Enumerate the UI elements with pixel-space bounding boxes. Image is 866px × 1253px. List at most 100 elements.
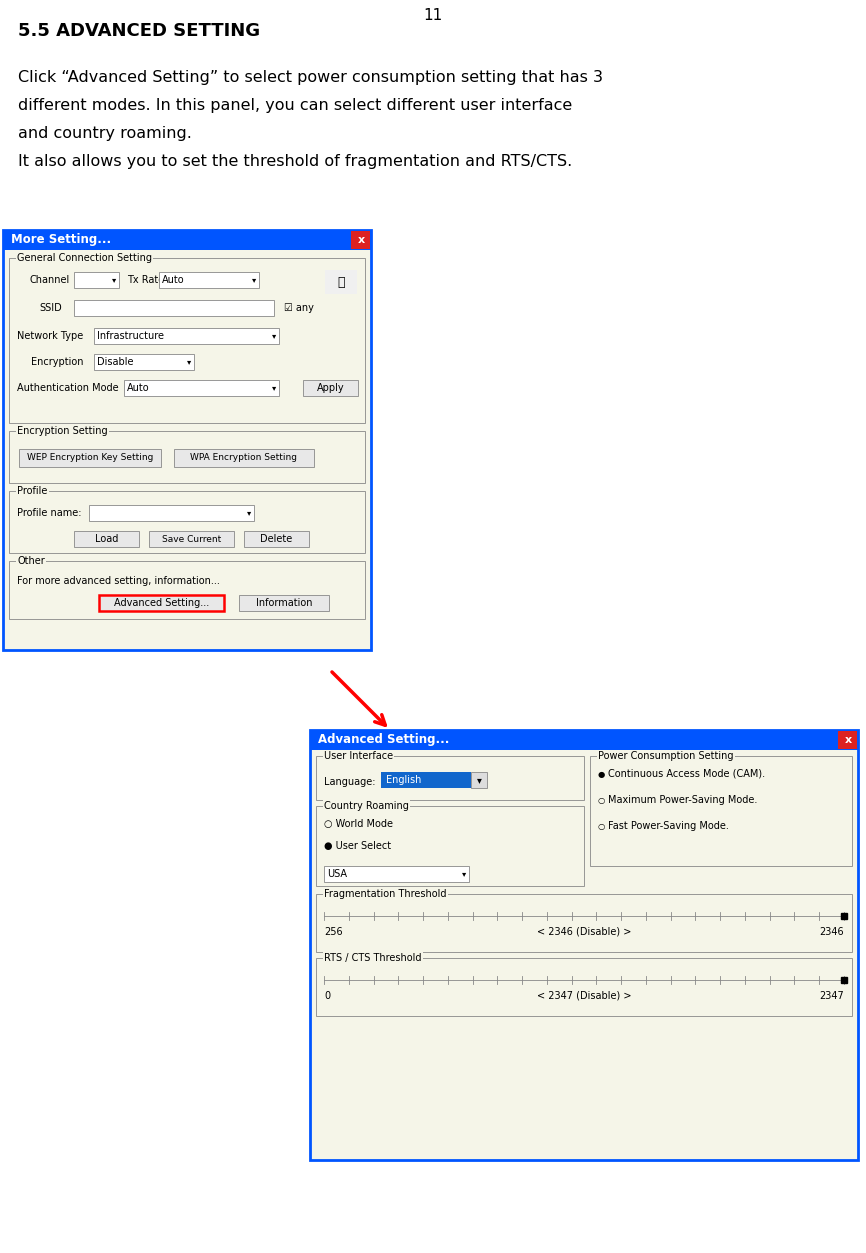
Text: Encryption Setting: Encryption Setting: [17, 426, 107, 436]
Bar: [9, 561, 365, 619]
Text: ▾: ▾: [187, 357, 191, 366]
Text: and country roaming.: and country roaming.: [18, 127, 192, 142]
Text: x: x: [844, 736, 851, 746]
Text: Advanced Setting...: Advanced Setting...: [318, 733, 449, 747]
Text: For more advanced setting, information...: For more advanced setting, information..…: [17, 576, 220, 586]
Text: Advanced Setting...: Advanced Setting...: [113, 598, 209, 608]
Bar: [239, 595, 329, 611]
Text: Continuous Access Mode (CAM).: Continuous Access Mode (CAM).: [608, 769, 766, 779]
Bar: [124, 380, 279, 396]
Text: < 2346 (Disable) >: < 2346 (Disable) >: [537, 927, 631, 937]
Text: 5.5 ADVANCED SETTING: 5.5 ADVANCED SETTING: [18, 23, 260, 40]
Bar: [89, 505, 254, 521]
Text: Other: Other: [17, 556, 45, 566]
Bar: [471, 772, 487, 788]
Text: User Interface: User Interface: [324, 751, 393, 761]
Bar: [94, 355, 194, 370]
Bar: [149, 531, 234, 548]
Bar: [316, 893, 852, 952]
Bar: [303, 380, 358, 396]
Text: Profile name:: Profile name:: [17, 507, 81, 517]
Text: x: x: [358, 236, 365, 246]
Text: Save Current: Save Current: [162, 535, 221, 544]
Text: Load: Load: [94, 534, 118, 544]
Text: ▾: ▾: [247, 509, 251, 517]
Bar: [9, 431, 365, 482]
Text: WEP Encryption Key Setting: WEP Encryption Key Setting: [27, 454, 153, 462]
Text: 2346: 2346: [819, 927, 844, 937]
Bar: [381, 772, 471, 788]
Text: ▾: ▾: [272, 383, 276, 392]
Text: < 2347 (Disable) >: < 2347 (Disable) >: [537, 991, 631, 1001]
Text: ▾: ▾: [476, 776, 481, 784]
Text: 11: 11: [423, 8, 443, 23]
Text: SSID: SSID: [39, 303, 61, 313]
Text: 2347: 2347: [819, 991, 844, 1001]
Text: More Setting...: More Setting...: [11, 233, 111, 247]
Bar: [159, 272, 259, 288]
Bar: [325, 269, 357, 294]
Text: General Connection Setting: General Connection Setting: [17, 253, 152, 263]
Text: ▾: ▾: [112, 276, 116, 284]
Text: It also allows you to set the threshold of fragmentation and RTS/CTS.: It also allows you to set the threshold …: [18, 154, 572, 169]
Text: WPA Encryption Setting: WPA Encryption Setting: [191, 454, 298, 462]
Bar: [590, 756, 852, 866]
Text: ○ World Mode: ○ World Mode: [324, 819, 393, 829]
Text: Tx Rate: Tx Rate: [127, 274, 165, 284]
Text: Country Roaming: Country Roaming: [324, 801, 409, 811]
Text: ▾: ▾: [252, 276, 256, 284]
Text: 📶: 📶: [337, 276, 345, 288]
Bar: [324, 866, 469, 882]
Text: Encryption: Encryption: [31, 357, 83, 367]
Text: Infrastructure: Infrastructure: [97, 331, 164, 341]
Bar: [3, 231, 371, 251]
Bar: [174, 449, 314, 467]
Bar: [244, 531, 309, 548]
Text: 256: 256: [324, 927, 343, 937]
Text: ●: ●: [598, 769, 605, 778]
Text: Maximum Power-Saving Mode.: Maximum Power-Saving Mode.: [608, 794, 758, 804]
Bar: [99, 595, 224, 611]
Text: RTS / CTS Threshold: RTS / CTS Threshold: [324, 954, 422, 964]
Bar: [316, 806, 584, 886]
Bar: [74, 299, 274, 316]
Bar: [838, 730, 857, 749]
Text: Fast Power-Saving Mode.: Fast Power-Saving Mode.: [608, 821, 729, 831]
Text: Information: Information: [255, 598, 313, 608]
Text: ○: ○: [598, 796, 605, 804]
Text: Authentication Mode: Authentication Mode: [17, 383, 119, 393]
Text: 0: 0: [324, 991, 330, 1001]
Text: Auto: Auto: [127, 383, 150, 393]
Text: Disable: Disable: [97, 357, 133, 367]
Bar: [74, 531, 139, 548]
Text: Click “Advanced Setting” to select power consumption setting that has 3: Click “Advanced Setting” to select power…: [18, 70, 603, 85]
Text: Fragmentation Threshold: Fragmentation Threshold: [324, 888, 447, 898]
Bar: [351, 231, 370, 249]
Text: ● User Select: ● User Select: [324, 841, 391, 851]
Bar: [316, 756, 584, 799]
Bar: [310, 730, 858, 751]
Bar: [74, 272, 119, 288]
Text: Language:: Language:: [324, 777, 376, 787]
Text: Apply: Apply: [317, 383, 345, 393]
Bar: [9, 491, 365, 553]
Text: Profile: Profile: [17, 486, 48, 496]
Text: Power Consumption Setting: Power Consumption Setting: [598, 751, 734, 761]
Text: English: English: [386, 776, 422, 784]
Bar: [310, 730, 858, 1160]
Text: different modes. In this panel, you can select different user interface: different modes. In this panel, you can …: [18, 98, 572, 113]
Text: ○: ○: [598, 822, 605, 831]
Text: Channel: Channel: [29, 274, 69, 284]
Text: Auto: Auto: [162, 274, 184, 284]
Bar: [94, 328, 279, 345]
Text: Network Type: Network Type: [17, 331, 83, 341]
Text: ▾: ▾: [272, 332, 276, 341]
Text: ▾: ▾: [462, 870, 466, 878]
Bar: [9, 258, 365, 424]
Text: Delete: Delete: [261, 534, 293, 544]
Bar: [316, 959, 852, 1016]
Text: ☑ any: ☑ any: [284, 303, 313, 313]
Bar: [3, 231, 371, 650]
Bar: [19, 449, 161, 467]
Text: USA: USA: [327, 870, 347, 880]
